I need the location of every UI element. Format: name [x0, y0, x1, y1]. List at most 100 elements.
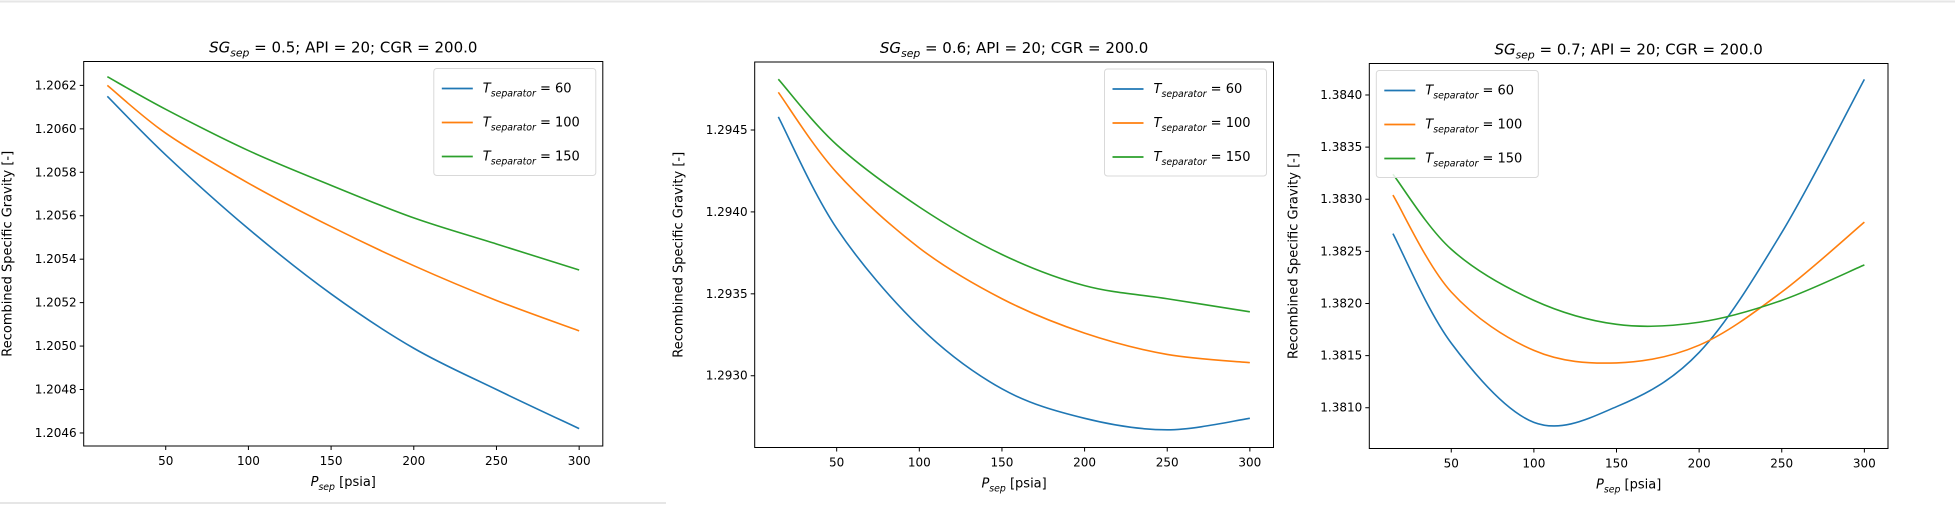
x-tick-label: 250 — [485, 454, 508, 468]
x-tick-label: 300 — [1238, 456, 1261, 470]
legend-label-2: Tseparator = 100 — [1425, 118, 1522, 136]
legend-label-2-subscript: separator — [1433, 125, 1479, 136]
y-tick-label: 1.2050 — [35, 339, 77, 353]
legend-label-2-subscript: separator — [1161, 123, 1207, 134]
y-axis-label: Recombined Specific Gravity [-] — [1, 151, 16, 357]
x-tick-label: 300 — [1853, 457, 1876, 471]
chart-title-symbol: SG — [880, 39, 901, 57]
axes-frame — [83, 61, 604, 447]
x-tick-label: 100 — [1522, 457, 1545, 471]
x-tick-label: 100 — [908, 456, 931, 470]
legend-label-3-subscript: separator — [1433, 159, 1479, 170]
y-tick-label: 1.3840 — [1320, 88, 1362, 102]
legend-label-3-rest: = 150 — [1207, 150, 1251, 165]
x-tick-label: 50 — [158, 454, 173, 468]
x-axis-label-rest: [psia] — [1620, 478, 1661, 493]
legend-label-1-rest: = 60 — [1207, 82, 1243, 97]
x-axis-label-symbol: P — [311, 475, 319, 490]
y-tick-label: 1.2945 — [706, 123, 748, 137]
y-tick-label: 1.2935 — [706, 287, 748, 301]
y-tick-label: 1.2048 — [35, 383, 77, 397]
legend-label-1: Tseparator = 60 — [483, 82, 572, 100]
series-line-2 — [106, 84, 580, 332]
y-axis-label: Recombined Specific Gravity [-] — [672, 152, 687, 358]
x-tick-label: 200 — [1688, 457, 1711, 471]
x-tick-label: 200 — [1073, 456, 1096, 470]
legend-label-2-subscript: separator — [491, 123, 537, 134]
axes-frame — [754, 61, 1274, 448]
legend-label-1-rest: = 60 — [1478, 84, 1514, 99]
legend-label-3-subscript: separator — [1161, 157, 1207, 168]
y-tick-label: 1.2056 — [35, 209, 77, 223]
legend-label-3: Tseparator = 150 — [1425, 152, 1522, 170]
series-line-1 — [1392, 78, 1866, 427]
y-tick-label: 1.2062 — [35, 78, 77, 92]
chart-title-symbol: SG — [1494, 41, 1515, 59]
legend-label-2-rest: = 100 — [1478, 118, 1522, 133]
x-tick-label: 50 — [1444, 457, 1459, 471]
legend-label-1-symbol: T — [1425, 84, 1434, 99]
x-tick-label: 150 — [990, 456, 1013, 470]
legend-box — [1104, 68, 1267, 177]
legend-label-3-symbol: T — [1425, 152, 1434, 167]
y-tick-label: 1.3825 — [1320, 244, 1362, 258]
legend-label-3: Tseparator = 150 — [483, 150, 580, 168]
legend-label-1-symbol: T — [483, 82, 492, 97]
chart-title-rest: = 0.6; API = 20; CGR = 200.0 — [920, 39, 1148, 57]
chart-title-rest: = 0.7; API = 20; CGR = 200.0 — [1535, 41, 1763, 59]
x-axis-label-rest: [psia] — [1006, 477, 1047, 492]
series-line-3 — [1392, 173, 1865, 328]
legend-label-3-subscript: separator — [491, 157, 537, 168]
y-tick-label: 1.3830 — [1320, 192, 1362, 206]
x-tick-label: 300 — [568, 454, 591, 468]
chart-title-rest: = 0.5; API = 20; CGR = 200.0 — [249, 39, 477, 57]
chart-title-subscript: sep — [901, 47, 920, 60]
legend-label-2-rest: = 100 — [536, 116, 580, 131]
chart-title: SGsep = 0.6; API = 20; CGR = 200.0 — [880, 39, 1148, 60]
y-axis-label: Recombined Specific Gravity [-] — [1286, 153, 1301, 359]
legend-label-1-subscript: separator — [491, 89, 537, 100]
x-axis-label-symbol: P — [1596, 478, 1604, 493]
legend-label-1-rest: = 60 — [536, 82, 572, 97]
legend-label-3-rest: = 150 — [1478, 152, 1522, 167]
y-tick-label: 1.2054 — [35, 252, 77, 266]
chart-title-symbol: SG — [209, 39, 230, 57]
x-tick-label: 250 — [1156, 456, 1179, 470]
x-axis-label-rest: [psia] — [335, 475, 376, 490]
x-tick-label: 100 — [237, 454, 260, 468]
axes-frame — [1368, 63, 1889, 449]
legend-label-1-symbol: T — [1154, 82, 1163, 97]
series-line-2 — [1392, 194, 1865, 364]
legend-label-2-rest: = 100 — [1207, 116, 1251, 131]
chart-title: SGsep = 0.7; API = 20; CGR = 200.0 — [1494, 41, 1762, 62]
x-tick-label: 50 — [829, 456, 844, 470]
x-tick-label: 150 — [1605, 457, 1628, 471]
chart-panel-1: SGsep = 0.5; API = 20; CGR = 200.050 100 1… — [1, 39, 604, 493]
chart-panel-2: SGsep = 0.6; API = 20; CGR = 200.050 100 1… — [672, 39, 1274, 495]
y-tick-label: 1.3835 — [1320, 140, 1362, 154]
series-line-3 — [777, 78, 1250, 313]
x-axis-label-subscript: sep — [989, 484, 1006, 495]
series-line-1 — [106, 95, 580, 430]
legend-label-3: Tseparator = 150 — [1154, 150, 1251, 168]
y-tick-label: 1.2940 — [706, 205, 748, 219]
legend-label-1-subscript: separator — [1161, 89, 1207, 100]
series-line-3 — [106, 76, 580, 271]
y-tick-label: 1.2060 — [35, 122, 77, 136]
x-axis-label-subscript: sep — [318, 482, 335, 493]
chart-title-subscript: sep — [230, 47, 249, 60]
legend-label-2: Tseparator = 100 — [483, 116, 580, 134]
x-axis-label-symbol: P — [981, 477, 989, 492]
legend-label-2-symbol: T — [1425, 118, 1434, 133]
y-tick-label: 1.2930 — [706, 369, 748, 383]
series-line-1 — [777, 116, 1250, 431]
series-line-2 — [777, 91, 1250, 364]
y-tick-label: 1.3810 — [1320, 401, 1362, 415]
x-tick-label: 150 — [320, 454, 343, 468]
legend-label-1: Tseparator = 60 — [1154, 82, 1243, 100]
y-tick-label: 1.2046 — [35, 426, 77, 440]
